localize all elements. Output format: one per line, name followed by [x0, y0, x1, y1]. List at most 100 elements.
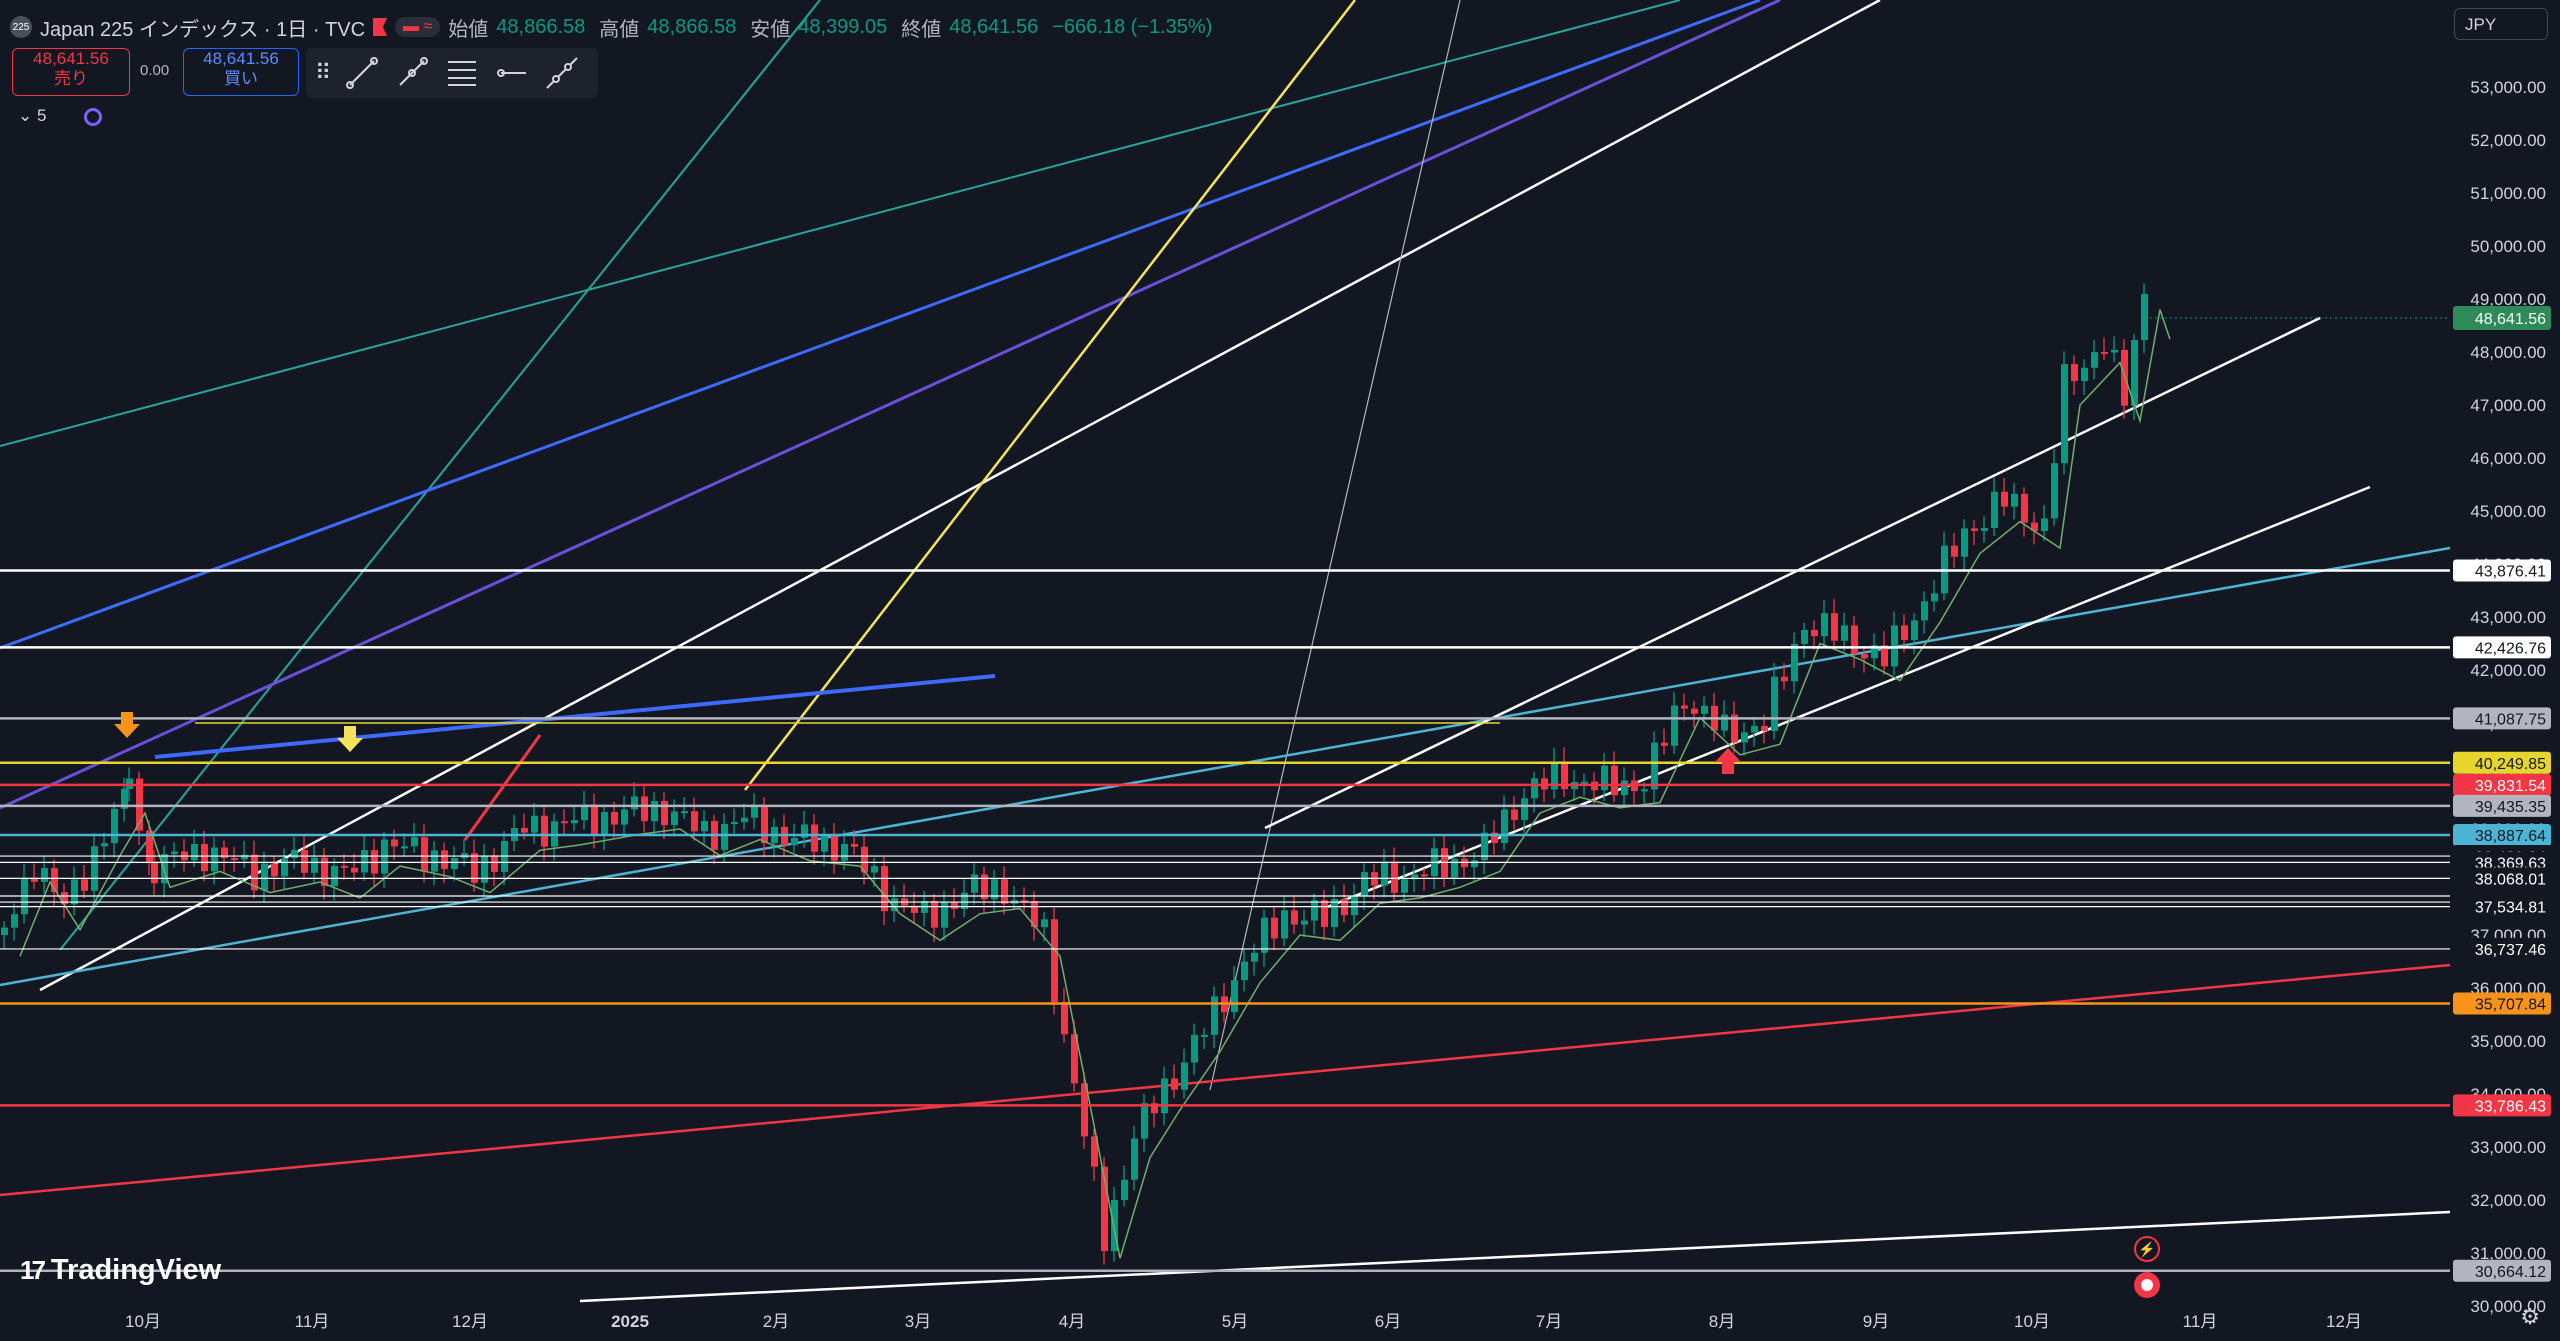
- flag-icon[interactable]: [373, 18, 388, 36]
- candle: [1741, 732, 1748, 743]
- candle: [1, 927, 8, 935]
- candle: [881, 866, 888, 912]
- candle: [2071, 364, 2078, 382]
- candle: [1121, 1179, 1128, 1200]
- candle: [621, 809, 628, 825]
- candle: [521, 827, 528, 833]
- high-value: 48,866.58: [647, 15, 737, 38]
- time-tick-label: 2025: [611, 1312, 649, 1331]
- indicators-toggle[interactable]: ⌄ 5: [18, 106, 47, 125]
- candle: [111, 808, 118, 844]
- sync-icon[interactable]: [84, 108, 102, 126]
- fib-retracement-icon[interactable]: [444, 55, 480, 91]
- candle: [311, 857, 318, 873]
- candle: [1001, 879, 1008, 904]
- price-tick-label: 53,000.00: [2470, 78, 2546, 97]
- candle: [1931, 593, 1938, 602]
- price-levels[interactable]: 43,876.41 42,426.76 41,087.75 40,249.85 39,8…: [0, 305, 2551, 1282]
- candle: [1581, 781, 1588, 784]
- trend-line-icon[interactable]: [344, 55, 380, 91]
- candle: [1861, 654, 1868, 659]
- candle: [341, 865, 348, 868]
- candle: [271, 863, 278, 877]
- candle: [1531, 778, 1538, 799]
- sell-label: 売り: [54, 69, 88, 88]
- candle: [1231, 980, 1238, 1013]
- trend-angle-icon[interactable]: [394, 55, 430, 91]
- tradingview-logo[interactable]: 17 TradingView: [20, 1254, 221, 1287]
- trend-line: [1324, 485, 2371, 910]
- candle: [146, 830, 153, 862]
- candle: [1791, 643, 1798, 682]
- candle: [1511, 809, 1518, 820]
- candle: [2011, 493, 2018, 507]
- currency-selector[interactable]: JPY: [2454, 8, 2548, 40]
- settings-gear-icon[interactable]: ⚙: [2520, 1304, 2540, 1329]
- candle: [331, 865, 338, 887]
- drag-handle-icon[interactable]: ⠿: [314, 60, 332, 85]
- candle: [971, 874, 978, 893]
- candle: [1281, 910, 1288, 939]
- extended-line-icon[interactable]: [544, 55, 580, 91]
- time-axis[interactable]: 10月 11月 12月 2025 2月 3月 4月 5月 6月 7月 8月 9月 10月 11月 12月: [125, 1312, 2362, 1331]
- candle: [1051, 919, 1058, 1002]
- sell-button[interactable]: 48,641.56 売り: [12, 48, 130, 96]
- candle: [1561, 761, 1568, 790]
- candle: [661, 800, 668, 826]
- candle: [1241, 961, 1248, 981]
- candle: [41, 868, 48, 882]
- candle: [991, 879, 998, 900]
- candle: [121, 788, 128, 809]
- trend-line: [744, 0, 1356, 791]
- price-tick-label: 47,000.00: [2470, 396, 2546, 415]
- candle: [531, 815, 538, 833]
- drawings[interactable]: [0, 0, 2451, 1303]
- candle: [2081, 367, 2088, 382]
- time-tick-label: 3月: [905, 1312, 931, 1331]
- candle: [1781, 676, 1788, 682]
- candle: [1761, 725, 1768, 731]
- candle: [1071, 1034, 1078, 1084]
- candle: [1081, 1083, 1088, 1137]
- time-tick-label: 12月: [452, 1312, 488, 1331]
- candle: [1731, 714, 1738, 743]
- last-price-label: 48,641.56: [2475, 311, 2546, 328]
- candle: [221, 847, 228, 859]
- candle: [231, 858, 238, 861]
- buy-button[interactable]: 48,641.56 買い: [183, 48, 299, 96]
- candle: [2041, 518, 2048, 532]
- record-icon[interactable]: [2134, 1272, 2160, 1298]
- candle: [1801, 629, 1808, 644]
- candle: [2051, 463, 2058, 519]
- visibility-toggle-icon[interactable]: ▬ ≈: [395, 17, 441, 37]
- candle: [1551, 761, 1558, 790]
- candle: [1961, 528, 1968, 557]
- candle: [301, 849, 308, 873]
- buy-label: 買い: [224, 69, 258, 88]
- candle: [1911, 620, 1918, 640]
- candle: [541, 815, 548, 847]
- candle: [1171, 1078, 1178, 1090]
- low-label: 安値: [750, 18, 791, 41]
- candle: [51, 868, 58, 893]
- candle: [611, 812, 618, 825]
- up-arrow-marker: [1715, 748, 1741, 774]
- price-level-label: 39,435.35: [2475, 799, 2546, 816]
- candle: [1421, 874, 1428, 877]
- horizontal-ray-icon[interactable]: [494, 55, 530, 91]
- price-axis[interactable]: 30,000.0031,000.0032,000.0033,000.0034,0…: [2470, 78, 2546, 1316]
- candle: [801, 824, 808, 838]
- time-tick-label: 2月: [763, 1312, 789, 1331]
- close-value: 48,641.56: [949, 15, 1039, 38]
- symbol-title[interactable]: Japan 225 インデックス · 1日 · TVC: [40, 18, 366, 41]
- candle: [681, 811, 688, 814]
- low-value: 48,399.05: [798, 15, 888, 38]
- candle: [851, 843, 858, 847]
- open-value: 48,866.58: [496, 15, 586, 38]
- lightning-icon[interactable]: ⚡: [2134, 1236, 2160, 1262]
- price-level-tag: [2453, 823, 2551, 846]
- candle: [931, 900, 938, 928]
- candle: [1181, 1062, 1188, 1090]
- candle: [1651, 742, 1658, 790]
